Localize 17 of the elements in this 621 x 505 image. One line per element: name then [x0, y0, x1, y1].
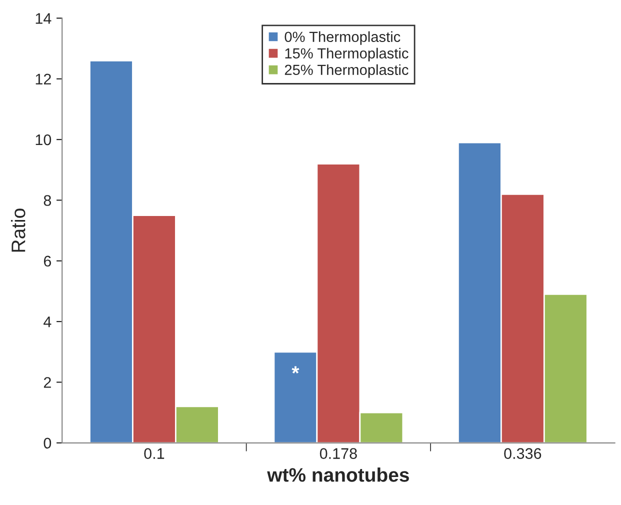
y-tick-label: 8	[44, 195, 52, 206]
annotation: *	[292, 366, 300, 374]
x-tick-label: 0.336	[504, 448, 542, 459]
legend-label: 15% Thermoplastic	[285, 48, 408, 62]
y-tick-label: 10	[36, 134, 52, 146]
y-tick-label: 4	[44, 316, 52, 328]
y-tick-label: 12	[36, 74, 51, 84]
y-axis-title: Ratio	[11, 208, 26, 252]
y-tick-label: 0	[44, 438, 52, 449]
x-axis-title: wt% nanotubes	[267, 468, 409, 482]
x-tick-label: 0.178	[320, 448, 357, 459]
x-tick-label: 0.1	[144, 448, 164, 459]
y-tick-label: 2	[44, 377, 51, 388]
y-tick-label: 14	[36, 13, 52, 24]
legend-label: 0% Thermoplastic	[284, 31, 400, 45]
legend-label: 25% Thermoplastic	[284, 64, 408, 78]
y-tick-label: 6	[44, 256, 52, 267]
